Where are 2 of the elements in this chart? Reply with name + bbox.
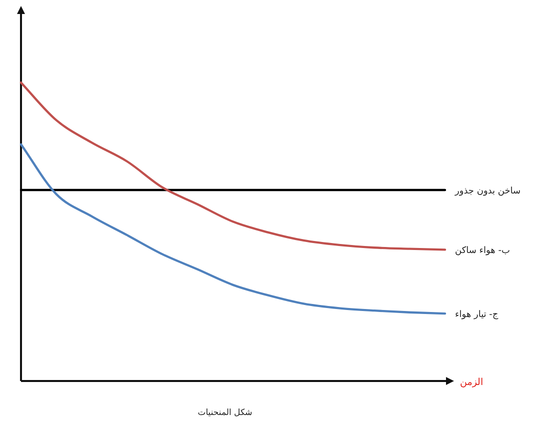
annotation: شكل المنحنيات (198, 408, 252, 418)
xlabel: الزمن (460, 377, 484, 388)
